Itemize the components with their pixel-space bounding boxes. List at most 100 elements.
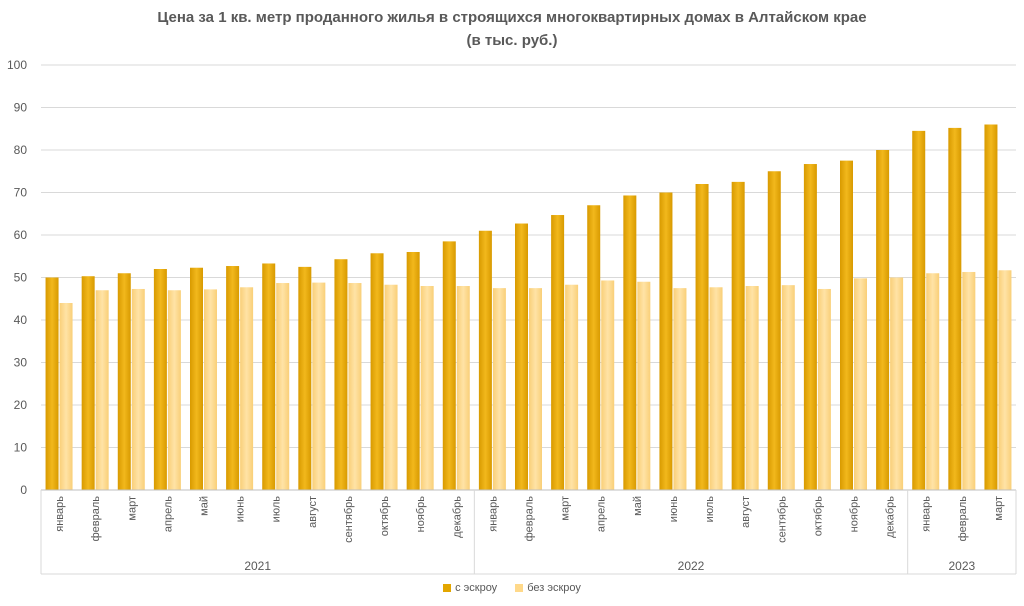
- bar-escrow: [515, 223, 528, 490]
- bar-no-escrow: [384, 284, 398, 490]
- y-tick-label: 10: [14, 441, 28, 455]
- axes: 0 10 20 30 40 50 60 70 80 90 100 январь февраль март а…: [7, 58, 1017, 575]
- bar-no-escrow: [167, 290, 181, 490]
- bar-escrow: [334, 259, 348, 490]
- bars: [45, 124, 1012, 491]
- x-tick-label: май: [199, 496, 211, 516]
- legend-label-no-escrow: без эскроу: [527, 582, 581, 594]
- legend-item-escrow: с эскроу: [443, 582, 497, 594]
- bar-no-escrow: [456, 286, 470, 490]
- bar-escrow: [623, 195, 637, 490]
- bar-escrow: [262, 263, 276, 490]
- bar-escrow: [478, 230, 492, 490]
- x-tick-label: март: [993, 496, 1005, 521]
- x-tick-label: март: [560, 496, 572, 521]
- x-tick-label: ноябрь: [849, 496, 861, 533]
- bar-escrow: [587, 205, 601, 490]
- bar-escrow: [731, 181, 745, 490]
- bar-no-escrow: [637, 281, 651, 490]
- bar-escrow: [984, 124, 998, 490]
- bar-escrow: [153, 269, 167, 490]
- y-tick-label: 100: [7, 58, 27, 72]
- bar-no-escrow: [492, 288, 506, 490]
- chart-subtitle: (в тыс. руб.): [466, 32, 558, 49]
- y-tick-label: 80: [14, 143, 28, 157]
- x-tick-label: июнь: [235, 496, 247, 522]
- bar-escrow: [803, 164, 817, 490]
- x-tick-label: май: [632, 496, 644, 516]
- bar-no-escrow: [131, 288, 145, 490]
- y-tick-label: 40: [14, 313, 28, 327]
- y-tick-label: 70: [14, 186, 28, 200]
- x-tick-label: февраль: [524, 496, 536, 542]
- x-tick-label: сентябрь: [343, 496, 355, 543]
- x-tick-label: август: [307, 496, 319, 528]
- bar-no-escrow: [998, 270, 1012, 490]
- bar-no-escrow: [962, 271, 976, 490]
- chart-title-main: Цена за 1 кв. метр проданного жилья в ст…: [157, 9, 867, 26]
- bar-no-escrow: [890, 277, 904, 490]
- gridlines: [41, 64, 1016, 448]
- legend-swatch-escrow: [443, 584, 452, 592]
- x-tick-label: февраль: [957, 496, 969, 542]
- bar-escrow: [298, 266, 312, 490]
- group-label: 2023: [948, 559, 975, 573]
- legend-swatch-no-escrow: [515, 584, 524, 592]
- bar-no-escrow: [601, 280, 615, 490]
- bar-no-escrow: [529, 288, 542, 490]
- x-tick-label: август: [740, 496, 752, 528]
- x-tick-label: июль: [704, 496, 716, 523]
- x-tick-label: январь: [54, 496, 66, 532]
- x-tick-label: июль: [271, 496, 283, 523]
- legend-label-escrow: с эскроу: [455, 582, 498, 594]
- bar-escrow: [406, 252, 420, 490]
- bar-no-escrow: [204, 289, 217, 490]
- y-tick-label: 0: [20, 483, 27, 497]
- bar-escrow: [370, 253, 384, 490]
- bar-no-escrow: [781, 285, 795, 490]
- x-tick-label: январь: [487, 496, 499, 532]
- x-tick-label: сентябрь: [776, 496, 788, 543]
- bar-escrow: [659, 192, 673, 490]
- legend-item-no-escrow: без эскроу: [515, 582, 581, 594]
- y-tick-label: 60: [14, 228, 28, 242]
- bar-escrow: [948, 127, 962, 491]
- bar-escrow: [45, 277, 59, 490]
- chart-title: Цена за 1 кв. метр проданного жилья в ст…: [0, 6, 1024, 52]
- y-tick-label: 20: [14, 398, 28, 412]
- bar-escrow: [840, 160, 853, 490]
- x-tick-label: октябрь: [379, 496, 391, 536]
- bar-no-escrow: [59, 303, 73, 490]
- x-tick-label: декабрь: [885, 496, 897, 538]
- y-tick-label: 30: [14, 356, 28, 370]
- bar-escrow: [442, 241, 456, 490]
- x-tick-label: апрель: [162, 496, 174, 532]
- bar-escrow: [117, 273, 131, 490]
- x-tick-label: ноябрь: [415, 496, 427, 533]
- group-label: 2021: [244, 559, 271, 573]
- bar-escrow: [190, 267, 203, 490]
- y-tick-label: 90: [14, 101, 28, 115]
- bar-no-escrow: [817, 288, 831, 490]
- x-tick-label: апрель: [596, 496, 608, 532]
- bar-no-escrow: [673, 288, 687, 490]
- bar-escrow: [912, 130, 926, 490]
- y-tick-label: 50: [14, 271, 28, 285]
- group-label: 2022: [678, 559, 705, 573]
- bar-escrow: [226, 266, 240, 490]
- x-tick-label: декабрь: [451, 496, 463, 538]
- bar-no-escrow: [709, 287, 723, 490]
- bar-escrow: [551, 215, 565, 490]
- bar-no-escrow: [312, 282, 326, 490]
- bar-no-escrow: [95, 290, 109, 490]
- bar-escrow: [876, 150, 890, 490]
- x-tick-label: январь: [921, 496, 933, 532]
- bar-no-escrow: [240, 287, 254, 490]
- bar-no-escrow: [276, 283, 290, 490]
- x-tick-label: октябрь: [812, 496, 824, 536]
- bar-no-escrow: [420, 286, 434, 490]
- bar-no-escrow: [854, 278, 867, 490]
- legend: с эскроу без эскроу: [0, 582, 1024, 594]
- bar-escrow: [767, 171, 781, 490]
